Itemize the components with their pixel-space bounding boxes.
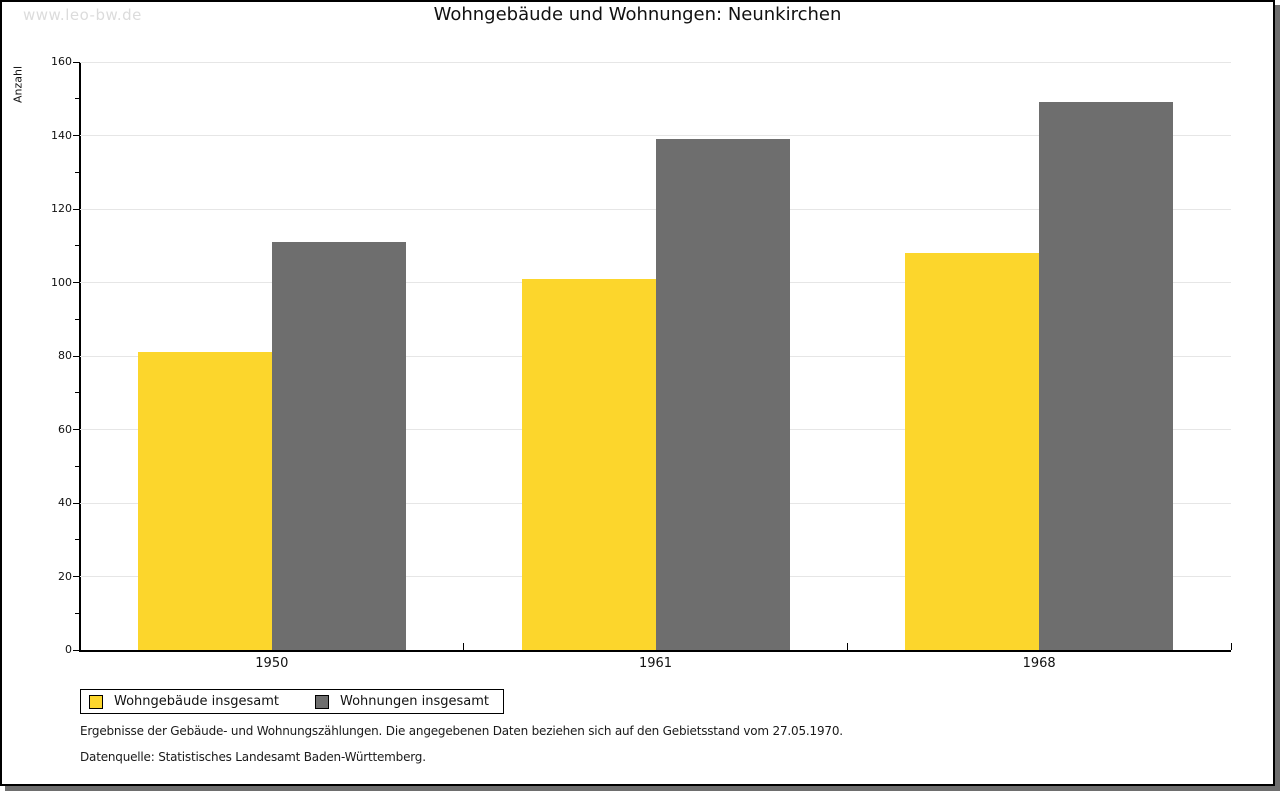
bar bbox=[905, 253, 1040, 650]
x-axis-line bbox=[79, 650, 1231, 652]
footnote-line: Ergebnisse der Gebäude- und Wohnungszähl… bbox=[80, 724, 843, 738]
plot-area: 0 20 40 60 80 100 120 140 160 1950 1961 1968 bbox=[51, 56, 1232, 671]
legend-swatch bbox=[315, 694, 329, 709]
legend: Wohngebäude insgesamt Wohnungen insgesamt bbox=[80, 689, 504, 714]
y-axis-label: Anzahl bbox=[11, 65, 25, 104]
bar bbox=[271, 242, 406, 650]
y-tick bbox=[73, 429, 79, 430]
x-tick bbox=[463, 643, 465, 650]
watermark: www.leo-bw.de bbox=[23, 6, 142, 24]
bar bbox=[655, 139, 790, 650]
y-tick-label: 40 bbox=[58, 496, 72, 509]
y-tick bbox=[75, 318, 79, 320]
x-tick bbox=[1230, 643, 1232, 650]
legend-label: Wohnungen insgesamt bbox=[340, 694, 489, 709]
y-tick-label: 100 bbox=[51, 275, 72, 289]
y-tick bbox=[75, 245, 79, 247]
y-tick bbox=[75, 612, 79, 614]
y-tick bbox=[75, 392, 79, 394]
y-tick bbox=[73, 61, 79, 63]
y-tick bbox=[75, 539, 79, 541]
y-tick-label: 20 bbox=[58, 569, 72, 583]
footnotes: Ergebnisse der Gebäude- und Wohnungszähl… bbox=[80, 718, 843, 770]
legend-label: Wohngebäude insgesamt bbox=[114, 694, 279, 709]
y-tick-label: 140 bbox=[51, 128, 72, 142]
legend-item: Wohngebäude insgesamt bbox=[89, 694, 279, 709]
legend-item: Wohnungen insgesamt bbox=[315, 694, 489, 709]
y-tick-label: 60 bbox=[58, 422, 72, 436]
y-tick bbox=[73, 502, 79, 504]
gridline bbox=[80, 135, 1231, 136]
gridline bbox=[80, 61, 1231, 63]
y-tick-label: 120 bbox=[51, 202, 72, 215]
bar bbox=[521, 278, 656, 650]
y-tick bbox=[73, 282, 79, 283]
y-tick bbox=[73, 135, 79, 136]
y-tick bbox=[73, 576, 79, 577]
category-label: 1961 bbox=[638, 656, 673, 671]
bar bbox=[1039, 102, 1174, 650]
x-tick bbox=[846, 643, 848, 650]
y-tick bbox=[75, 98, 79, 100]
legend-swatch bbox=[89, 694, 103, 709]
footnote-line: Datenquelle: Statistisches Landesamt Bad… bbox=[80, 750, 426, 764]
y-tick bbox=[75, 171, 79, 173]
y-tick-label: 160 bbox=[51, 55, 72, 68]
category-label: 1950 bbox=[255, 656, 289, 671]
y-tick-label: 80 bbox=[58, 349, 72, 362]
y-tick bbox=[75, 465, 79, 467]
bar bbox=[137, 352, 272, 650]
y-tick-label: 0 bbox=[65, 643, 72, 656]
y-tick bbox=[73, 649, 79, 651]
chart-title: Wohngebäude und Wohnungen: Neunkirchen bbox=[433, 4, 842, 25]
category-label: 1968 bbox=[1022, 656, 1056, 671]
y-tick bbox=[73, 208, 79, 210]
y-tick bbox=[73, 355, 79, 357]
y-axis-line bbox=[79, 62, 81, 650]
